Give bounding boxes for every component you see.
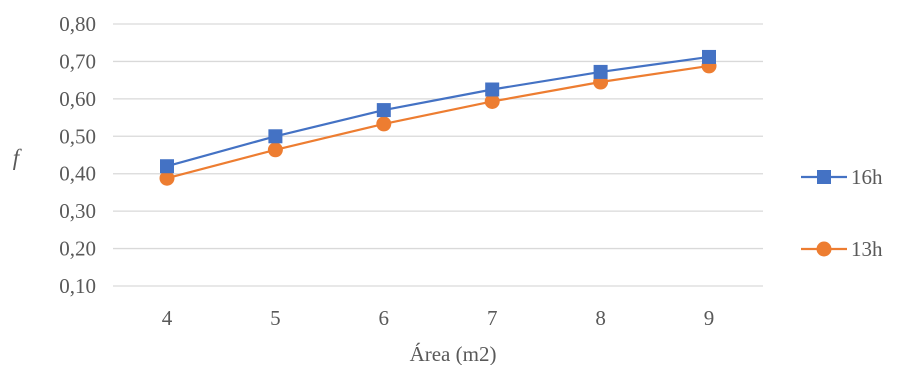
x-tick-label: 8 (595, 306, 606, 330)
data-point-13h (267, 142, 283, 158)
data-point-16h (268, 129, 283, 144)
data-point-13h (484, 93, 500, 109)
series-line-16h (166, 55, 710, 168)
y-tick-label: 0,30 (59, 199, 96, 223)
y-tick-label: 0,60 (59, 87, 96, 111)
legend-marker-16h (817, 170, 831, 184)
data-point-13h (376, 116, 392, 132)
series-16h (160, 49, 716, 174)
data-point-13h (159, 170, 175, 186)
y-tick-label: 0,20 (59, 237, 96, 261)
legend-label-13h: 13h (851, 237, 883, 261)
y-tick-label: 0,10 (59, 274, 96, 298)
x-tick-label: 5 (270, 306, 281, 330)
y-tick-label: 0,50 (59, 124, 96, 148)
x-axis-tick-labels: 4 5 6 7 8 9 (162, 306, 715, 330)
legend-item-13h: 13h (801, 237, 883, 261)
legend-item-16h: 16h (801, 165, 883, 189)
series-line-13h (166, 64, 710, 180)
series-layer (159, 49, 717, 186)
legend-marker-13h (816, 241, 832, 257)
x-tick-label: 6 (379, 306, 390, 330)
data-point-16h (702, 49, 716, 64)
data-point-16h (485, 82, 500, 97)
x-tick-label: 9 (704, 306, 715, 330)
y-axis-title: f (13, 145, 23, 170)
data-point-16h (376, 103, 391, 118)
data-point-16h (160, 159, 174, 174)
y-tick-label: 0,40 (59, 162, 96, 186)
x-tick-label: 7 (487, 306, 498, 330)
x-axis-title: Área (m2) (410, 342, 497, 365)
legend-label-16h: 16h (851, 165, 883, 189)
y-axis-tick-labels: 0,10 0,20 0,30 0,40 0,50 0,60 0,70 0,80 (59, 12, 96, 298)
y-tick-label: 0,80 (59, 12, 96, 36)
data-point-16h (593, 64, 608, 79)
y-tick-label: 0,70 (59, 49, 96, 73)
series-13h (159, 58, 717, 186)
x-tick-label: 4 (162, 306, 173, 330)
legend: 16h 13h (801, 165, 883, 261)
